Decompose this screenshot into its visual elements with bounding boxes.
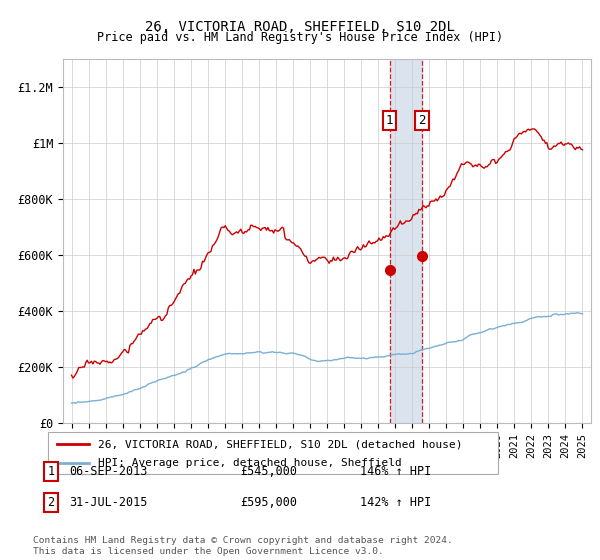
Text: 26, VICTORIA ROAD, SHEFFIELD, S10 2DL: 26, VICTORIA ROAD, SHEFFIELD, S10 2DL [145, 20, 455, 34]
Text: 2: 2 [418, 114, 426, 127]
Text: HPI: Average price, detached house, Sheffield: HPI: Average price, detached house, Shef… [97, 458, 401, 468]
Text: 06-SEP-2013: 06-SEP-2013 [69, 465, 148, 478]
Text: 142% ↑ HPI: 142% ↑ HPI [360, 496, 431, 509]
Text: £595,000: £595,000 [240, 496, 297, 509]
Text: 1: 1 [47, 465, 55, 478]
Text: Contains HM Land Registry data © Crown copyright and database right 2024.
This d: Contains HM Land Registry data © Crown c… [33, 536, 453, 556]
Text: 2: 2 [47, 496, 55, 509]
Text: 26, VICTORIA ROAD, SHEFFIELD, S10 2DL (detached house): 26, VICTORIA ROAD, SHEFFIELD, S10 2DL (d… [97, 439, 462, 449]
Text: 1: 1 [386, 114, 393, 127]
Text: 146% ↑ HPI: 146% ↑ HPI [360, 465, 431, 478]
Text: Price paid vs. HM Land Registry's House Price Index (HPI): Price paid vs. HM Land Registry's House … [97, 31, 503, 44]
Text: 31-JUL-2015: 31-JUL-2015 [69, 496, 148, 509]
Text: £545,000: £545,000 [240, 465, 297, 478]
FancyBboxPatch shape [48, 432, 498, 474]
Bar [389, 59, 422, 423]
